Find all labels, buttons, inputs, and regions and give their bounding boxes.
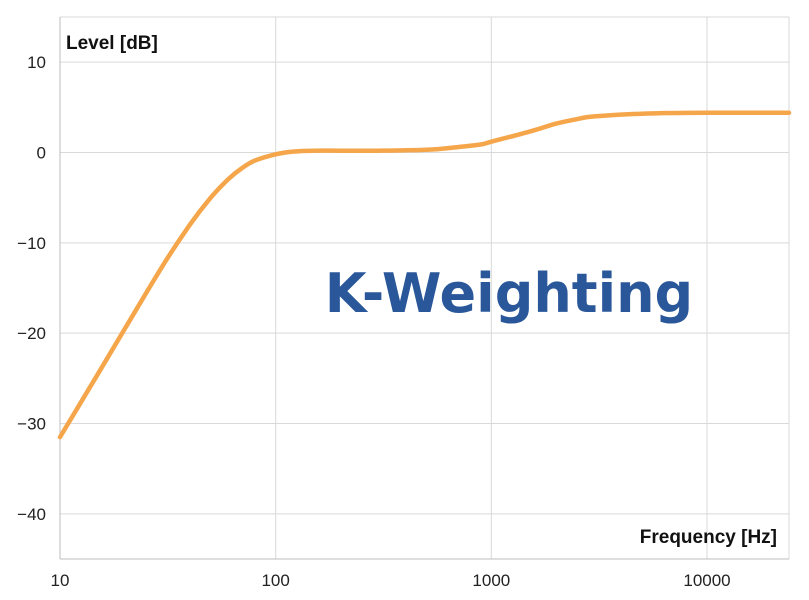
grid [59, 16, 790, 560]
y-tick-label: −40 [17, 505, 46, 524]
y-tick-label: −20 [17, 324, 46, 343]
series-line [57, 110, 792, 440]
x-tick-label: 10000 [683, 571, 730, 590]
x-axis-title: Frequency [Hz] [640, 527, 777, 548]
y-tick-labels: 10 0 −10 −20 −30 −40 [17, 53, 46, 524]
x-tick-label: 100 [261, 571, 289, 590]
y-axis-title: Level [dB] [66, 33, 158, 54]
y-tick-label: −10 [17, 234, 46, 253]
x-tick-label: 10 [51, 571, 70, 590]
y-tick-label: 0 [37, 144, 46, 163]
x-tick-label: 1000 [472, 571, 510, 590]
x-tick-labels: 10 100 1000 10000 [51, 571, 731, 590]
y-tick-label: −30 [17, 415, 46, 434]
y-tick-label: 10 [27, 53, 46, 72]
chart-title: K-Weighting [325, 262, 693, 325]
